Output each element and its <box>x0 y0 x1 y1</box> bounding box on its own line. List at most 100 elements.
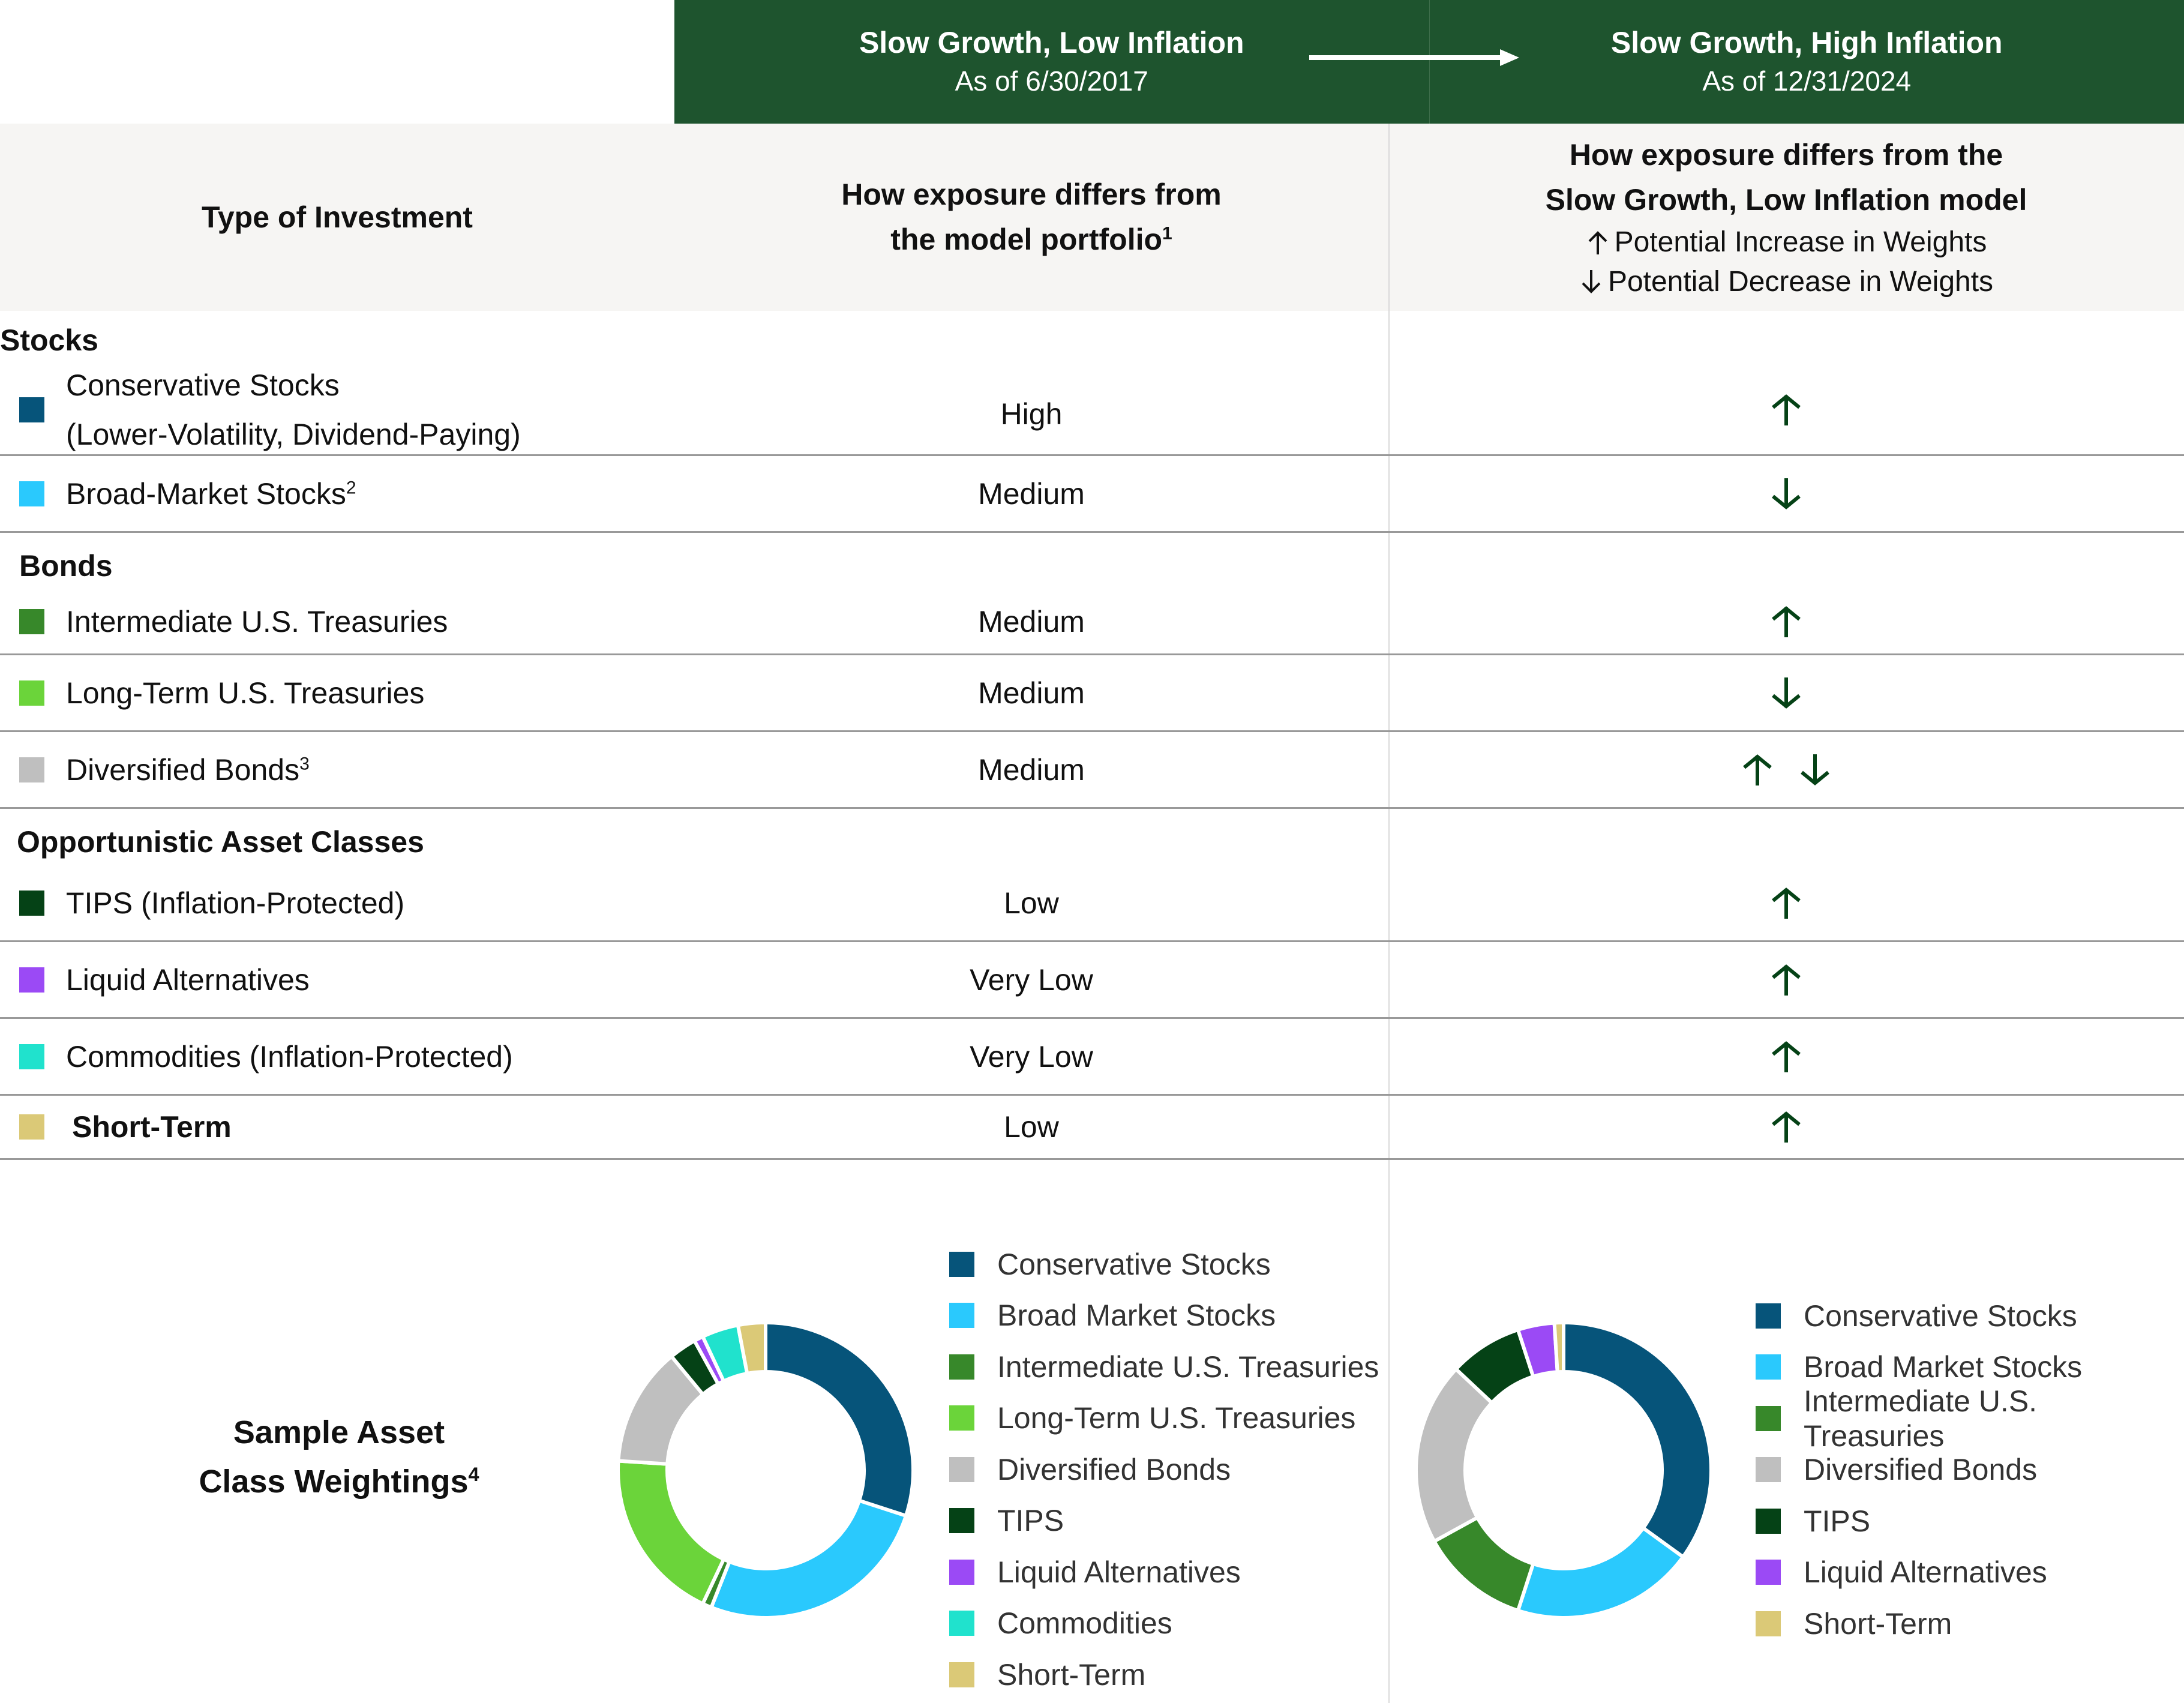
asset-label-text: Broad-Market Stocks <box>66 476 346 511</box>
group-label: Opportunistic Asset Classes <box>17 825 424 859</box>
asset-cell: Long-Term U.S. Treasuries <box>0 668 674 718</box>
group-header: Stocks <box>0 311 2184 365</box>
donut-slice <box>1516 1525 1686 1620</box>
legend-item: Conservative Stocks <box>1756 1290 2184 1342</box>
legend-swatch <box>1756 1611 1781 1636</box>
asset-cell: Intermediate U.S. Treasuries <box>0 597 674 646</box>
asset-label: Long-Term U.S. Treasuries <box>66 668 424 718</box>
asset-label: TIPS (Inflation-Protected) <box>66 879 404 928</box>
asset-label-text: Long-Term U.S. Treasuries <box>66 676 425 710</box>
legend-item: TIPS <box>1756 1495 2184 1547</box>
column-header-change-line2: Slow Growth, Low Inflation model <box>1545 183 2027 217</box>
legend-item: Broad Market Stocks <box>1756 1342 2184 1393</box>
asset-label: Conservative Stocks <box>66 361 521 410</box>
legend-swatch <box>1756 1354 1781 1380</box>
asset-label: Commodities (Inflation-Protected) <box>66 1032 513 1081</box>
legend-label: Intermediate U.S. Treasuries <box>1804 1384 2038 1453</box>
asset-label: Broad-Market Stocks2 <box>66 469 356 518</box>
arrow-up-icon <box>1772 394 1801 425</box>
arrow-down-icon <box>1772 478 1801 509</box>
color-swatch <box>19 481 44 506</box>
asset-sublabel: (Lower-Volatility, Dividend-Paying) <box>66 417 521 451</box>
donut-slice <box>709 1498 908 1620</box>
color-swatch <box>19 1114 44 1140</box>
column-header-exposure: How exposure differs from the model port… <box>674 124 1388 311</box>
legend-swatch <box>1756 1508 1781 1534</box>
column-header-change-line1: How exposure differs from the <box>1569 138 2003 172</box>
weight-change-cell <box>1388 1039 2184 1075</box>
legend-label: Broad Market Stocks <box>1804 1350 2083 1384</box>
asset-label: Liquid Alternatives <box>66 955 310 1005</box>
exposure-level: Medium <box>978 676 1085 710</box>
sample-weightings-label: Sample Asset Class Weightings4 <box>144 1408 534 1506</box>
footnote-ref: 3 <box>299 753 310 773</box>
exposure-level: Medium <box>978 604 1085 638</box>
column-header-row: Type of Investment How exposure differs … <box>0 124 2184 311</box>
legend-swatch <box>949 1456 974 1482</box>
legend-item: Diversified Bonds <box>949 1444 1379 1495</box>
arrow-up-icon <box>1772 1041 1801 1072</box>
legend-label: Intermediate U.S. Treasuries <box>997 1350 1379 1384</box>
legend-item: Liquid Alternatives <box>949 1546 1379 1598</box>
scenario-header: Slow Growth, Low Inflation As of 6/30/20… <box>674 0 2184 124</box>
color-swatch <box>19 1044 44 1069</box>
exposure-level: Very Low <box>970 1039 1093 1074</box>
color-swatch <box>19 680 44 706</box>
weight-change-cell <box>1388 476 2184 512</box>
arrow-down-icon <box>1801 754 1829 785</box>
sample-weightings-section: Sample Asset Class Weightings4 Conservat… <box>0 1228 2184 1703</box>
legend-label: TIPS <box>997 1504 1064 1538</box>
legend-label: Liquid Alternatives <box>1804 1555 2047 1590</box>
legend-item: Broad Market Stocks <box>949 1290 1379 1342</box>
column-header-exposure-line2: the model portfolio <box>890 223 1163 256</box>
scenario-from: Slow Growth, Low Inflation As of 6/30/20… <box>674 0 1430 124</box>
weight-change-cell <box>1388 1109 2184 1145</box>
legend-swatch <box>949 1508 974 1534</box>
table-row: TIPS (Inflation-Protected) Low <box>0 865 2184 942</box>
group-header: Bonds <box>0 533 2184 589</box>
donut-slice <box>1552 1320 1565 1374</box>
legend-swatch <box>949 1559 974 1585</box>
investment-table: Stocks Conservative Stocks (Lower-Volatili… <box>0 311 2184 1160</box>
scenario-to-date: As of 12/31/2024 <box>1702 65 1912 97</box>
asset-label-text: Conservative Stocks <box>66 368 340 402</box>
table-row: Diversified Bonds3 Medium <box>0 732 2184 809</box>
exposure-level: High <box>1000 397 1063 431</box>
legend-label: Short-Term <box>997 1657 1146 1692</box>
asset-cell: Short-Term <box>0 1102 674 1152</box>
column-header-type: Type of Investment <box>0 124 674 311</box>
scenario-from-date: As of 6/30/2017 <box>955 65 1148 97</box>
weight-change-cell <box>1388 752 2184 788</box>
asset-label: Short-Term <box>72 1102 232 1152</box>
legend-swatch <box>949 1251 974 1277</box>
legend-decrease: Potential Decrease in Weights <box>1579 262 1993 302</box>
arrow-up-icon <box>1772 964 1801 996</box>
donut-legend-2017: Conservative Stocks Broad Market Stocks In… <box>949 1239 1379 1701</box>
asset-label-text: Short-Term <box>72 1110 232 1144</box>
asset-cell: Commodities (Inflation-Protected) <box>0 1032 674 1081</box>
legend-label: Long-Term U.S. Treasuries <box>997 1401 1356 1435</box>
color-swatch <box>19 967 44 993</box>
legend-item: Short-Term <box>949 1649 1379 1701</box>
column-divider <box>1388 124 1390 1703</box>
group-label: Bonds <box>19 549 113 583</box>
asset-label: Intermediate U.S. Treasuries <box>66 597 448 646</box>
color-swatch <box>19 397 44 422</box>
donut-slice <box>764 1320 915 1518</box>
scenario-from-title: Slow Growth, Low Inflation <box>859 26 1244 59</box>
asset-label-text: Liquid Alternatives <box>66 963 310 997</box>
arrow-up-icon <box>1772 1111 1801 1143</box>
color-swatch <box>19 757 44 782</box>
table-row: Commodities (Inflation-Protected) Very Lo… <box>0 1019 2184 1096</box>
legend-item: TIPS <box>949 1495 1379 1547</box>
donut-chart-2024 <box>1414 1320 1713 1620</box>
asset-label: Diversified Bonds3 <box>66 745 310 794</box>
table-row: Long-Term U.S. Treasuries Medium <box>0 655 2184 732</box>
legend-label: Short-Term <box>1804 1606 1952 1641</box>
asset-cell: Broad-Market Stocks2 <box>0 469 674 518</box>
table-row: Conservative Stocks (Lower-Volatility, Di… <box>0 365 2184 456</box>
legend-swatch <box>949 1303 974 1329</box>
weight-change-cell <box>1388 604 2184 640</box>
color-swatch <box>19 890 44 916</box>
exposure-level: Medium <box>978 752 1085 787</box>
